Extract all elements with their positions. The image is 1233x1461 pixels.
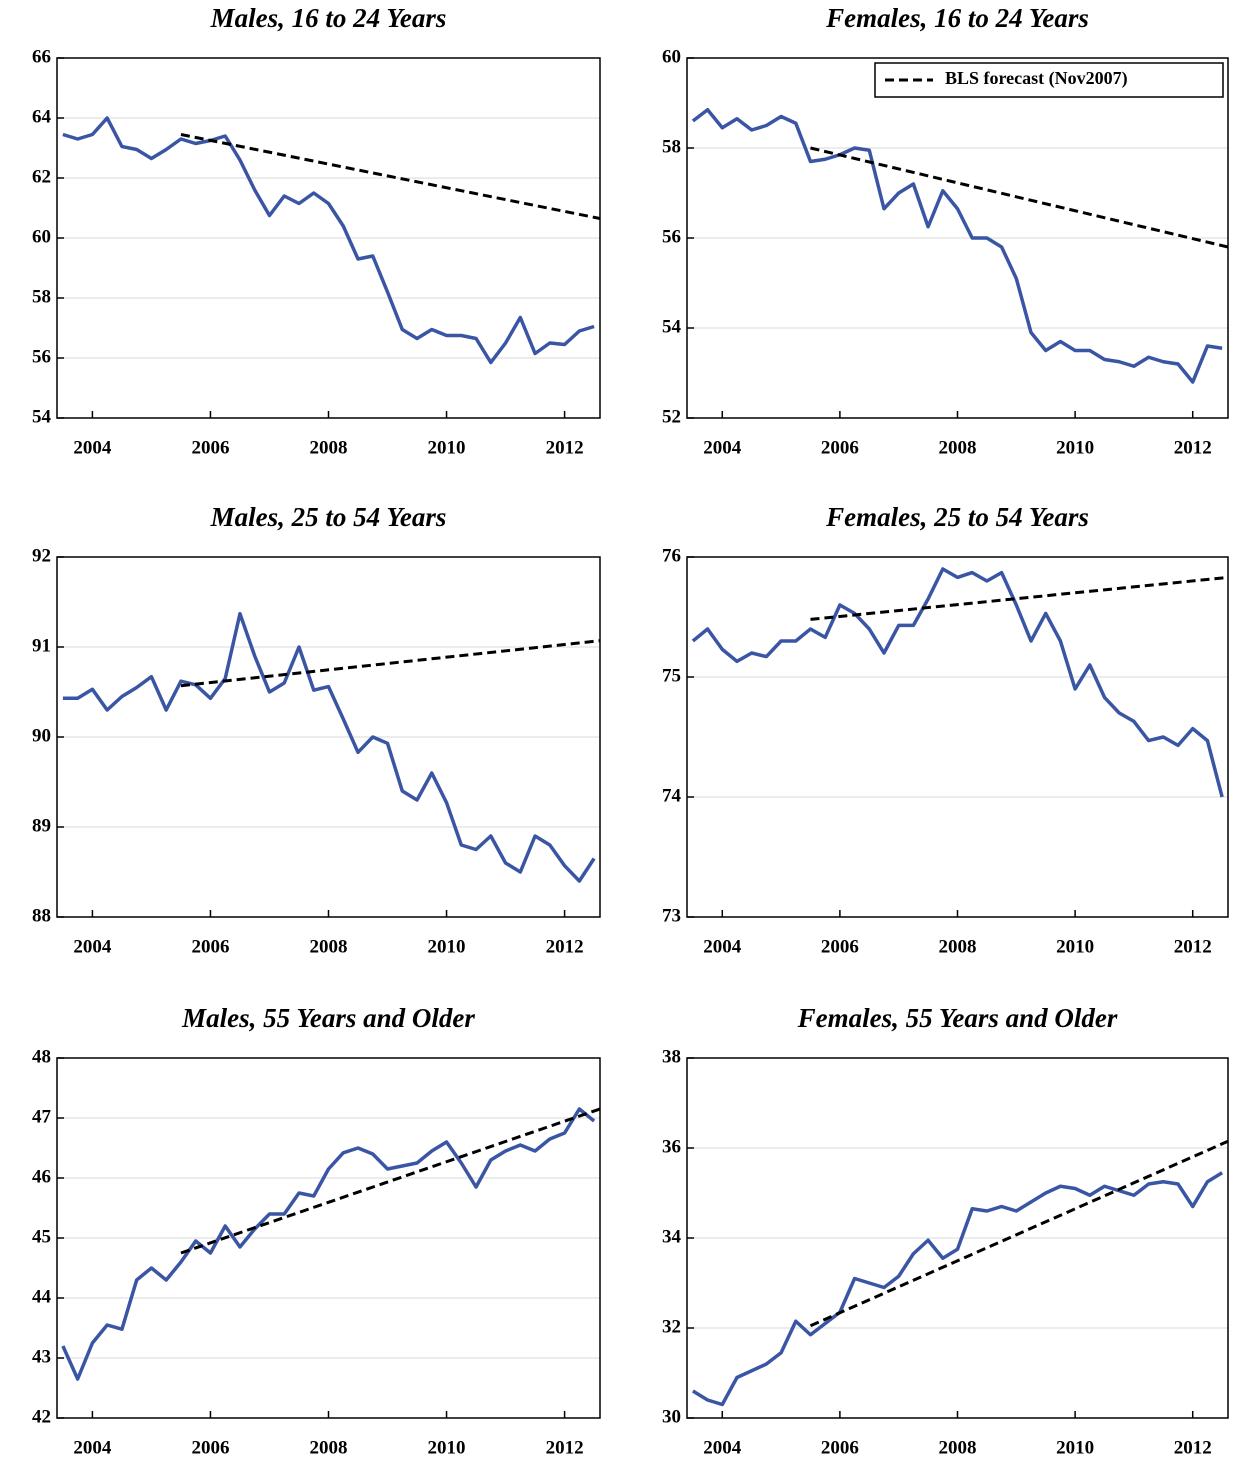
x-tick-label: 2008 [939,1437,977,1458]
data-line [691,567,1224,798]
y-tick-label: 58 [32,286,51,307]
chart-title: Females, 55 Years and Older [797,1003,1118,1033]
x-tick-label: 2004 [703,437,742,458]
y-tick-label: 52 [662,406,681,427]
y-tick-label: 45 [32,1226,51,1247]
y-tick-label: 54 [32,406,52,427]
x-tick-label: 2008 [310,1437,348,1458]
x-tick-label: 2004 [73,936,112,957]
y-tick-label: 34 [662,1226,682,1247]
data-line [691,108,1223,384]
plot-frame [56,556,601,918]
x-tick-label: 2008 [939,936,977,957]
y-tick-label: 89 [32,815,51,836]
chart-title: Males, 55 Years and Older [181,1003,475,1033]
y-tick-label: 38 [662,1046,681,1067]
legend-label: BLS forecast (Nov2007) [945,68,1128,89]
data-line [691,1171,1224,1407]
y-tick-label: 64 [32,106,52,127]
data-line [61,1107,596,1381]
y-tick-label: 46 [32,1166,51,1187]
forecast-line [180,133,601,220]
x-tick-label: 2010 [1056,437,1094,458]
x-tick-label: 2010 [428,936,466,957]
y-tick-label: 92 [32,545,51,566]
data-line [62,116,595,365]
y-tick-label: 30 [662,1406,681,1427]
y-tick-label: 36 [662,1136,681,1157]
y-tick-label: 74 [662,785,682,806]
x-tick-label: 2012 [1174,1437,1212,1458]
x-tick-label: 2006 [821,936,859,957]
y-tick-label: 58 [662,136,681,157]
plot-frame [686,57,1229,419]
y-tick-label: 90 [32,725,51,746]
x-tick-label: 2004 [73,1437,112,1458]
x-tick-label: 2012 [546,936,584,957]
x-tick-label: 2008 [310,437,348,458]
y-tick-label: 56 [32,346,51,367]
y-tick-label: 73 [662,905,681,926]
x-tick-label: 2004 [703,1437,742,1458]
y-tick-label: 76 [662,545,681,566]
x-tick-label: 2006 [191,1437,229,1458]
y-tick-label: 88 [32,905,51,926]
y-tick-label: 44 [32,1286,52,1307]
x-tick-label: 2010 [428,437,466,458]
plot-frame [686,556,1229,918]
y-tick-label: 91 [32,635,51,656]
forecast-line [810,146,1229,249]
x-tick-label: 2012 [1174,437,1212,458]
y-tick-label: 62 [32,166,51,187]
x-tick-label: 2004 [703,936,742,957]
x-tick-label: 2004 [73,437,112,458]
chart-title: Males, 25 to 54 Years [210,502,447,532]
x-tick-label: 2006 [821,1437,859,1458]
y-tick-label: 75 [662,665,681,686]
forecast-line [180,1107,601,1255]
y-tick-label: 32 [662,1316,681,1337]
x-tick-label: 2010 [428,1437,466,1458]
forecast-line [180,639,601,688]
chart-title: Females, 16 to 24 Years [825,3,1089,33]
x-tick-label: 2010 [1056,936,1094,957]
data-line [62,611,596,883]
chart-title: Males, 16 to 24 Years [210,3,447,33]
plot-frame [56,57,601,419]
forecast-line [809,1139,1229,1328]
x-tick-label: 2008 [939,437,977,458]
y-tick-label: 60 [32,226,51,247]
y-tick-label: 47 [32,1106,52,1127]
x-tick-label: 2008 [310,936,348,957]
x-tick-label: 2012 [546,437,584,458]
plot-frame [686,1057,1229,1419]
y-tick-label: 54 [662,316,682,337]
x-tick-label: 2012 [1174,936,1212,957]
y-tick-label: 42 [32,1406,51,1427]
x-tick-label: 2012 [546,1437,584,1458]
y-tick-label: 60 [662,46,681,67]
y-tick-label: 66 [32,46,51,67]
x-tick-label: 2006 [821,437,859,458]
y-tick-label: 56 [662,226,681,247]
chart-title: Females, 25 to 54 Years [825,502,1089,532]
x-tick-label: 2006 [191,437,229,458]
y-tick-label: 43 [32,1346,51,1367]
x-tick-label: 2006 [191,936,229,957]
plot-frame [56,1057,601,1419]
x-tick-label: 2010 [1056,1437,1094,1458]
y-tick-label: 48 [32,1046,51,1067]
